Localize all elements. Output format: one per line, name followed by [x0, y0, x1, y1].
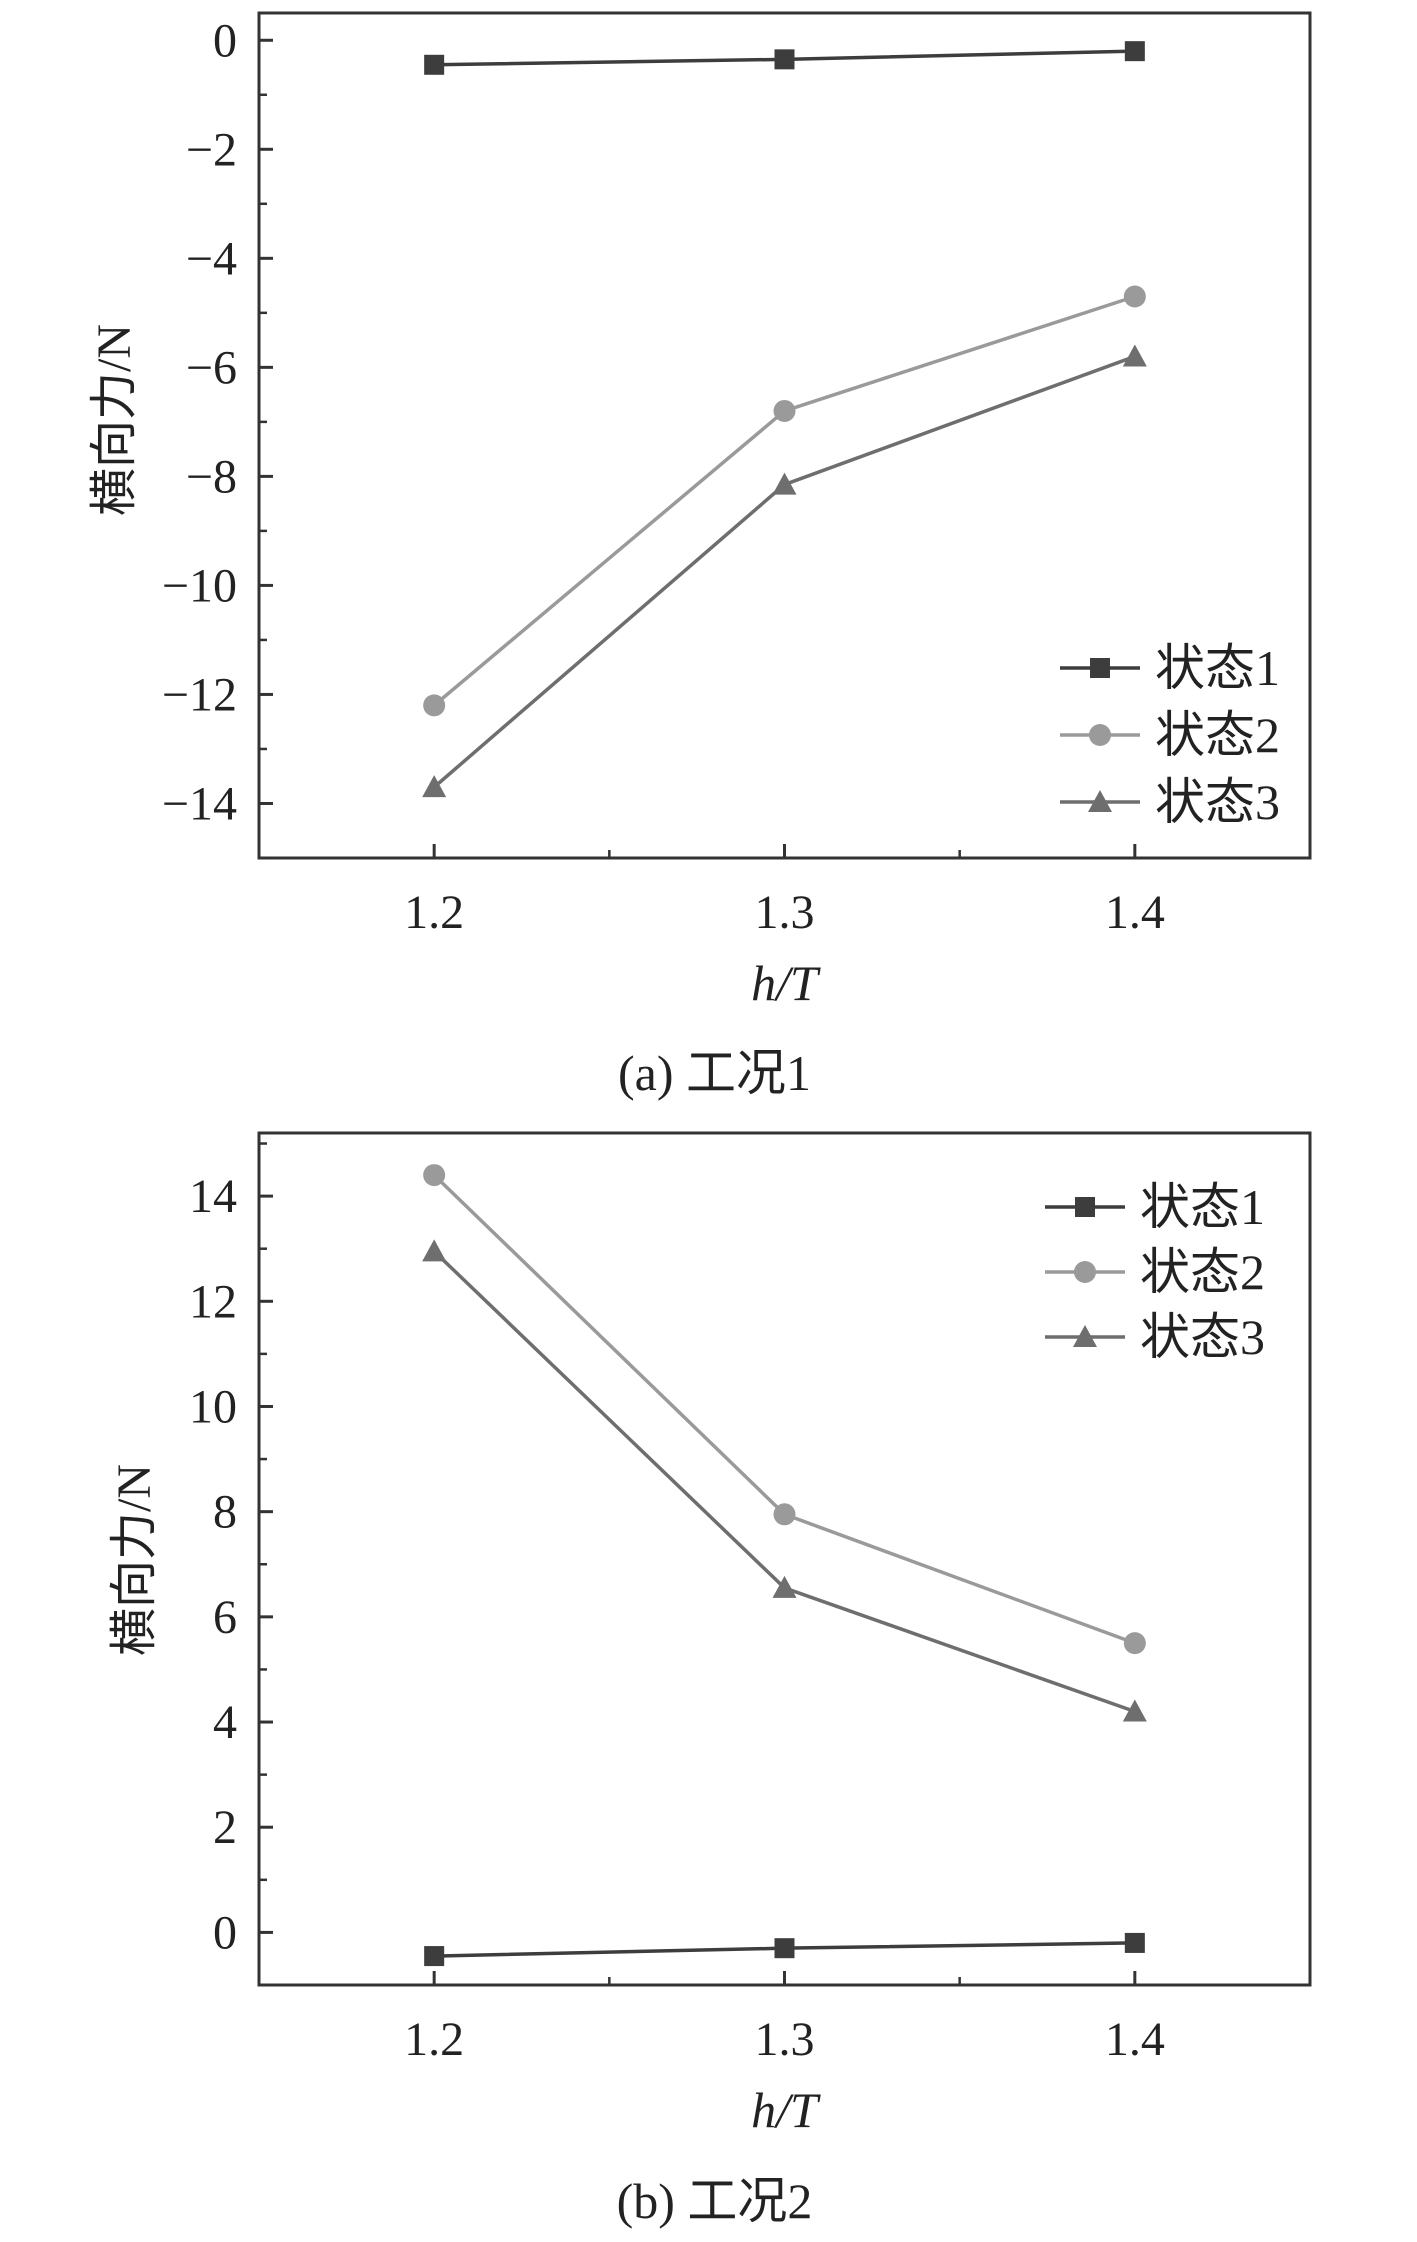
- series-1: [424, 1932, 1145, 1967]
- legend-entry: 状态1: [1045, 1179, 1265, 1235]
- legend-entry: 状态3: [1045, 1309, 1265, 1365]
- legend-label: 状态2: [1155, 707, 1280, 763]
- y-tick-label: 0: [213, 1906, 237, 1959]
- series-line: [433, 294, 1136, 707]
- y-tick-label: 0: [213, 14, 237, 67]
- data-point: [774, 1938, 795, 1959]
- y-tick-label: −14: [162, 777, 237, 830]
- legend-marker: [1074, 1261, 1096, 1283]
- legend-label: 状态3: [1140, 1309, 1265, 1365]
- series-2: [423, 1164, 1146, 1655]
- x-axis-label: h/T: [751, 2082, 821, 2138]
- legend-label: 状态1: [1140, 1179, 1265, 1235]
- data-point: [424, 54, 445, 75]
- y-tick-label: −2: [186, 123, 237, 176]
- x-tick-label: 1.4: [1105, 886, 1165, 939]
- data-point: [1123, 1632, 1146, 1655]
- y-tick-label: −4: [186, 232, 237, 285]
- y-tick-label: 2: [213, 1801, 237, 1854]
- legend-label: 状态1: [1155, 640, 1280, 696]
- legend-marker: [1089, 724, 1111, 746]
- data-point: [1123, 285, 1146, 308]
- y-tick-label: −8: [186, 450, 237, 503]
- x-tick-label: 1.3: [755, 2013, 815, 2066]
- data-point: [772, 472, 797, 495]
- series-1: [424, 41, 1145, 75]
- series-2: [423, 285, 1146, 717]
- series-3: [422, 1239, 1147, 1722]
- legend-marker: [1073, 1325, 1097, 1347]
- series-line: [432, 1250, 1136, 1714]
- data-point: [424, 1946, 445, 1967]
- data-point: [1122, 344, 1147, 367]
- data-point: [1124, 41, 1145, 62]
- y-axis-label: 横向力/N: [108, 1464, 161, 1656]
- y-tick-label: −6: [186, 341, 237, 394]
- series-line: [432, 1173, 1136, 1645]
- y-tick-label: −12: [162, 668, 237, 721]
- x-axis-label: h/T: [751, 955, 821, 1011]
- chart-panel-b: 0 2 4 6 8 10 12 14 1.2 1.3 1.4 h/T 横向力/N (b) 工况2 状态1 状态…: [108, 1131, 1312, 2229]
- legend-label: 状态2: [1140, 1244, 1265, 1300]
- y-tick-label: 14: [189, 1170, 237, 1223]
- legend-entry: 状态1: [1060, 640, 1280, 696]
- legend-entry: 状态3: [1060, 774, 1280, 830]
- y-tick-label: 12: [189, 1275, 237, 1328]
- y-tick-label: 4: [213, 1696, 237, 1749]
- plot-frame: [257, 11, 1312, 860]
- x-tick-label: 1.2: [404, 2013, 464, 2066]
- chart-panel-a: 0 −2 −4 −6 −8 −10 −12 −14 1.2 1.3 1.4 h/T 横向力/N (a) 工…: [88, 11, 1312, 1101]
- y-tick-label: 10: [189, 1380, 237, 1433]
- data-point: [423, 694, 446, 717]
- x-tick-label: 1.3: [755, 886, 815, 939]
- chart-caption: (a) 工况1: [618, 1045, 811, 1101]
- data-point: [773, 1503, 796, 1526]
- chart-caption: (b) 工况2: [617, 2173, 813, 2229]
- data-point: [1124, 1932, 1145, 1953]
- y-tick-label: 6: [213, 1591, 237, 1644]
- legend-marker: [1075, 1197, 1095, 1217]
- data-point: [1122, 1699, 1147, 1722]
- data-point: [423, 1164, 446, 1187]
- data-point: [773, 399, 796, 422]
- y-axis-label: 横向力/N: [88, 324, 141, 516]
- x-tick-label: 1.4: [1105, 2013, 1165, 2066]
- y-tick-label: 8: [213, 1486, 237, 1539]
- legend-entry: 状态2: [1045, 1244, 1265, 1300]
- data-point: [772, 1575, 797, 1598]
- data-point: [774, 49, 795, 70]
- legend-marker: [1090, 658, 1110, 678]
- data-point: [422, 1239, 447, 1262]
- series-3: [422, 344, 1147, 798]
- data-point: [422, 775, 447, 798]
- legend-entry: 状态2: [1060, 707, 1280, 763]
- legend-label: 状态3: [1155, 774, 1280, 830]
- y-tick-label: −10: [162, 559, 237, 612]
- x-tick-label: 1.2: [404, 886, 464, 939]
- legend-marker: [1088, 790, 1112, 812]
